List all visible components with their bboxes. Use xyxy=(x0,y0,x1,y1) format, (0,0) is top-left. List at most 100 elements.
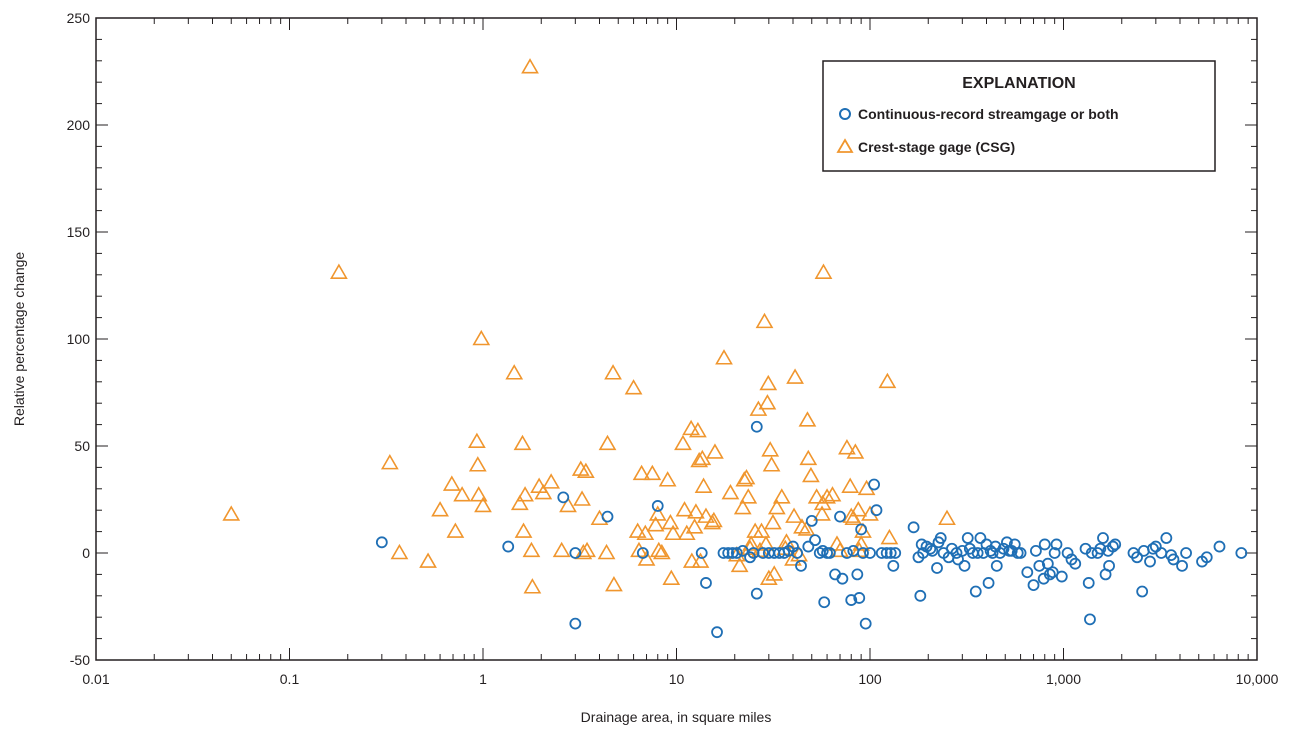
csg-point xyxy=(559,496,577,513)
streamgage-point xyxy=(569,617,582,630)
csg-point xyxy=(446,522,465,538)
csg-point xyxy=(513,434,532,451)
csg-point xyxy=(739,488,758,504)
streamgage-point xyxy=(907,521,920,534)
streamgage-point xyxy=(557,491,570,504)
streamgage-point xyxy=(1180,547,1192,559)
streamgage-point xyxy=(1029,544,1042,557)
streamgage-point xyxy=(818,596,831,609)
streamgage-point xyxy=(601,510,614,523)
csg-point xyxy=(222,505,241,521)
streamgage-point xyxy=(990,559,1003,572)
streamgage-point xyxy=(887,559,900,572)
csg-point xyxy=(844,509,863,526)
csg-point xyxy=(628,522,647,538)
streamgage-point xyxy=(1103,559,1115,572)
y-tick-label: 0 xyxy=(82,545,90,561)
csg-point xyxy=(643,464,662,481)
streamgage-point xyxy=(1136,585,1149,598)
csg-point xyxy=(690,451,709,468)
streamgage-point xyxy=(880,547,893,559)
legend-circle-marker xyxy=(839,108,851,120)
streamgage-point xyxy=(1106,540,1119,553)
csg-point xyxy=(682,419,701,436)
csg-point xyxy=(474,496,492,513)
streamgage-point xyxy=(651,500,664,512)
streamgage-point xyxy=(934,532,947,544)
streamgage-point xyxy=(974,532,987,544)
csg-point xyxy=(694,477,713,493)
streamgage-point xyxy=(1160,532,1173,544)
csg-point xyxy=(772,488,791,504)
streamgage-point xyxy=(1235,547,1248,559)
csg-point xyxy=(632,464,651,481)
streamgage-point xyxy=(986,547,999,559)
plot-area: 0.01 0.1 1 10 100 1,000 10,000 -50 0 50 100 150 200 2… xyxy=(67,10,1279,687)
csg-point xyxy=(390,543,409,560)
csg-point xyxy=(857,479,876,496)
csg-point xyxy=(598,434,617,451)
csg-point xyxy=(516,486,534,502)
csg-point xyxy=(469,486,488,502)
csg-point xyxy=(706,443,724,459)
csg-point xyxy=(846,443,865,459)
csg-point xyxy=(685,518,704,534)
csg-point xyxy=(648,505,667,521)
y-axis-label: Relative percentage change xyxy=(11,252,27,427)
csg-point xyxy=(578,541,596,558)
streamgage-point xyxy=(1131,551,1143,564)
csg-point xyxy=(761,441,780,457)
csg-point xyxy=(597,543,616,560)
streamgage-point xyxy=(845,594,858,606)
streamgage-point xyxy=(997,542,1010,555)
csg-point xyxy=(878,372,897,389)
csg-point xyxy=(758,394,777,410)
csg-point xyxy=(785,507,803,523)
streamgage-point xyxy=(857,547,869,559)
legend-title: EXPLANATION xyxy=(962,75,1075,92)
csg-point xyxy=(472,329,491,346)
streamgage-point xyxy=(695,547,708,559)
streamgage-point xyxy=(884,547,897,559)
csg-point xyxy=(813,505,831,521)
csg-point xyxy=(682,552,701,568)
csg-point xyxy=(662,569,681,585)
streamgage-point xyxy=(969,585,982,598)
csg-point xyxy=(797,520,816,536)
streamgage-point xyxy=(722,547,735,559)
legend-triangle-marker xyxy=(836,138,854,153)
streamgage-point xyxy=(700,577,712,589)
csg-point xyxy=(759,374,778,391)
csg-point xyxy=(849,501,868,517)
streamgage-point xyxy=(1027,579,1040,591)
csg-point xyxy=(571,460,590,476)
streamgage-point xyxy=(841,547,853,559)
streamgage-point xyxy=(924,542,937,555)
csg-point xyxy=(818,488,836,504)
csg-point xyxy=(730,556,749,573)
x-tick-label: 0.1 xyxy=(280,671,300,687)
csg-point xyxy=(841,477,860,493)
streamgage-point xyxy=(1155,547,1168,559)
csg-point xyxy=(691,552,710,568)
streamgage-point xyxy=(569,547,582,559)
x-tick-label: 1 xyxy=(479,671,487,687)
streamgage-point xyxy=(1097,532,1109,544)
x-axis-label: Drainage area, in square miles xyxy=(581,709,772,725)
legend: EXPLANATION Continuous-record streamgage… xyxy=(822,60,1216,172)
csg-point xyxy=(442,475,461,491)
streamgage-point xyxy=(805,515,818,527)
streamgage-point xyxy=(1084,613,1096,626)
streamgage-point xyxy=(1048,547,1061,559)
streamgage-point xyxy=(961,532,974,544)
legend-entry-csg: Crest-stage gage (CSG) xyxy=(858,139,1015,155)
csg-point xyxy=(793,518,811,534)
y-tick-label: 250 xyxy=(67,10,91,26)
csg-point xyxy=(652,543,671,560)
streamgage-point xyxy=(836,572,849,585)
csg-point xyxy=(552,541,571,558)
streamgage-point xyxy=(802,540,815,553)
csg-point xyxy=(523,578,542,594)
legend-entry-continuous: Continuous-record streamgage or both xyxy=(858,106,1119,122)
